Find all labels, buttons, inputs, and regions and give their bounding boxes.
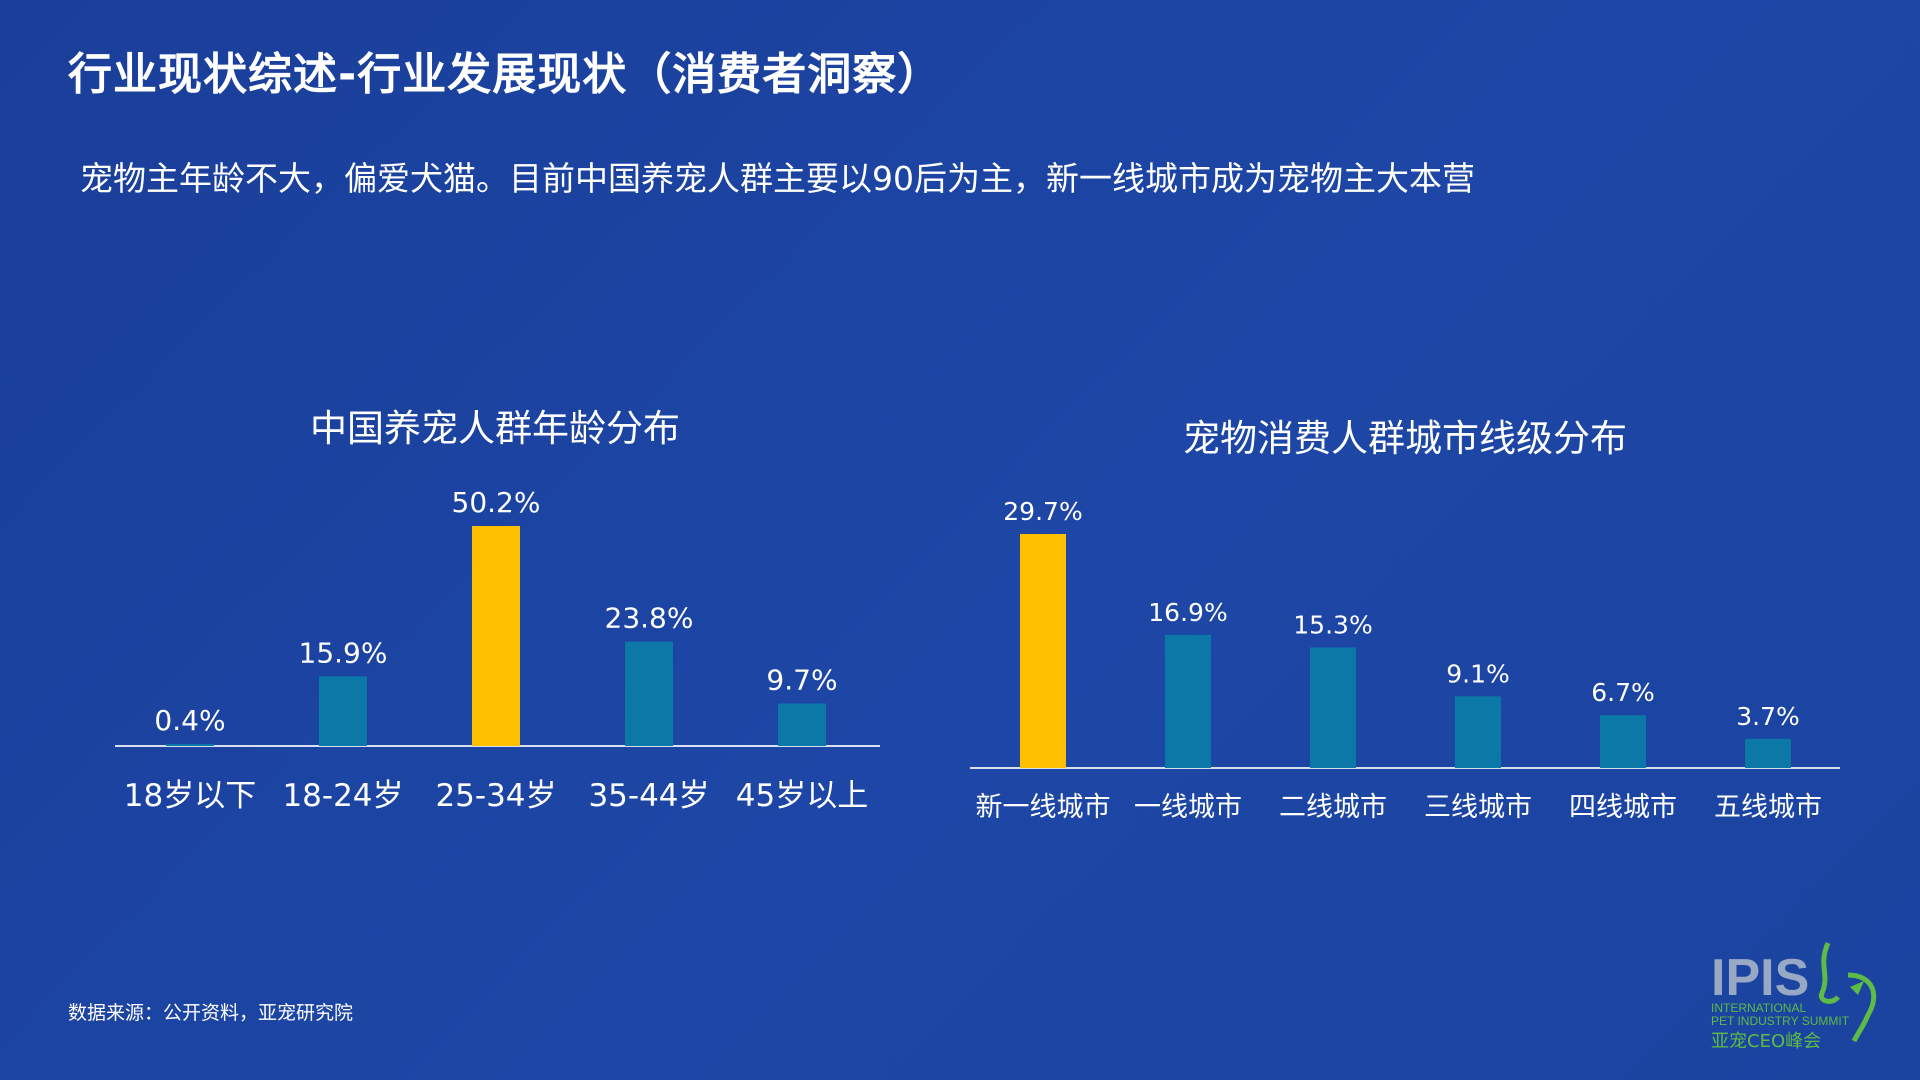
city-chart-title: 宠物消费人群城市线级分布 (1183, 417, 1627, 460)
data-label: 29.7% (1003, 497, 1082, 526)
data-label: 23.8% (605, 602, 694, 635)
data-label: 15.9% (299, 636, 388, 669)
category-label: 三线城市 (1424, 792, 1532, 823)
logo-curve-icon (1847, 972, 1877, 1043)
age-chart-title: 中国养宠人群年龄分布 (310, 407, 680, 450)
logo-line2: PET INDUSTRY SUMMIT (1711, 1014, 1850, 1028)
logo-line1: INTERNATIONAL (1711, 1001, 1806, 1015)
bar (1020, 534, 1066, 768)
category-label: 25-34岁 (435, 778, 556, 814)
data-label: 9.1% (1446, 659, 1510, 688)
category-label: 18岁以下 (124, 778, 256, 814)
category-label: 新一线城市 (976, 792, 1111, 823)
bar (166, 744, 214, 746)
category-label: 五线城市 (1714, 792, 1822, 823)
bar (472, 526, 520, 746)
bar (1455, 696, 1501, 768)
slide-subtitle: 宠物主年龄不大，偏爱犬猫。目前中国养宠人群主要以90后为主，新一线城市成为宠物主… (80, 159, 1475, 198)
data-label: 0.4% (154, 704, 225, 737)
logo-cn-text: 亚宠CEO峰会 (1711, 1031, 1821, 1052)
category-label: 四线城市 (1569, 792, 1677, 823)
data-label: 9.7% (766, 663, 837, 696)
data-label: 50.2% (452, 486, 541, 519)
bar (778, 703, 826, 746)
category-label: 一线城市 (1134, 792, 1242, 823)
category-label: 18-24岁 (282, 778, 403, 814)
category-label: 45岁以上 (736, 778, 868, 814)
slide-title: 行业现状综述-行业发展现状（消费者洞察） (68, 49, 943, 100)
category-label: 35-44岁 (588, 778, 709, 814)
data-label: 16.9% (1148, 598, 1227, 627)
source-note: 数据来源：公开资料，亚宠研究院 (68, 1002, 354, 1024)
category-label: 二线城市 (1279, 792, 1387, 823)
bar (319, 676, 367, 746)
bar (1310, 647, 1356, 768)
logo-leaf-icon (1850, 981, 1864, 995)
ipis-logo: IPIS INTERNATIONAL PET INDUSTRY SUMMIT 亚… (1711, 941, 1877, 1052)
logo-main-text: IPIS (1711, 949, 1809, 1007)
data-label: 6.7% (1591, 678, 1655, 707)
bar (1600, 715, 1646, 768)
bar (625, 641, 673, 746)
bar (1165, 634, 1211, 768)
data-label: 3.7% (1736, 702, 1800, 731)
bar (1745, 738, 1791, 768)
logo-swoosh-icon (1818, 941, 1840, 1004)
data-label: 15.3% (1293, 610, 1372, 639)
